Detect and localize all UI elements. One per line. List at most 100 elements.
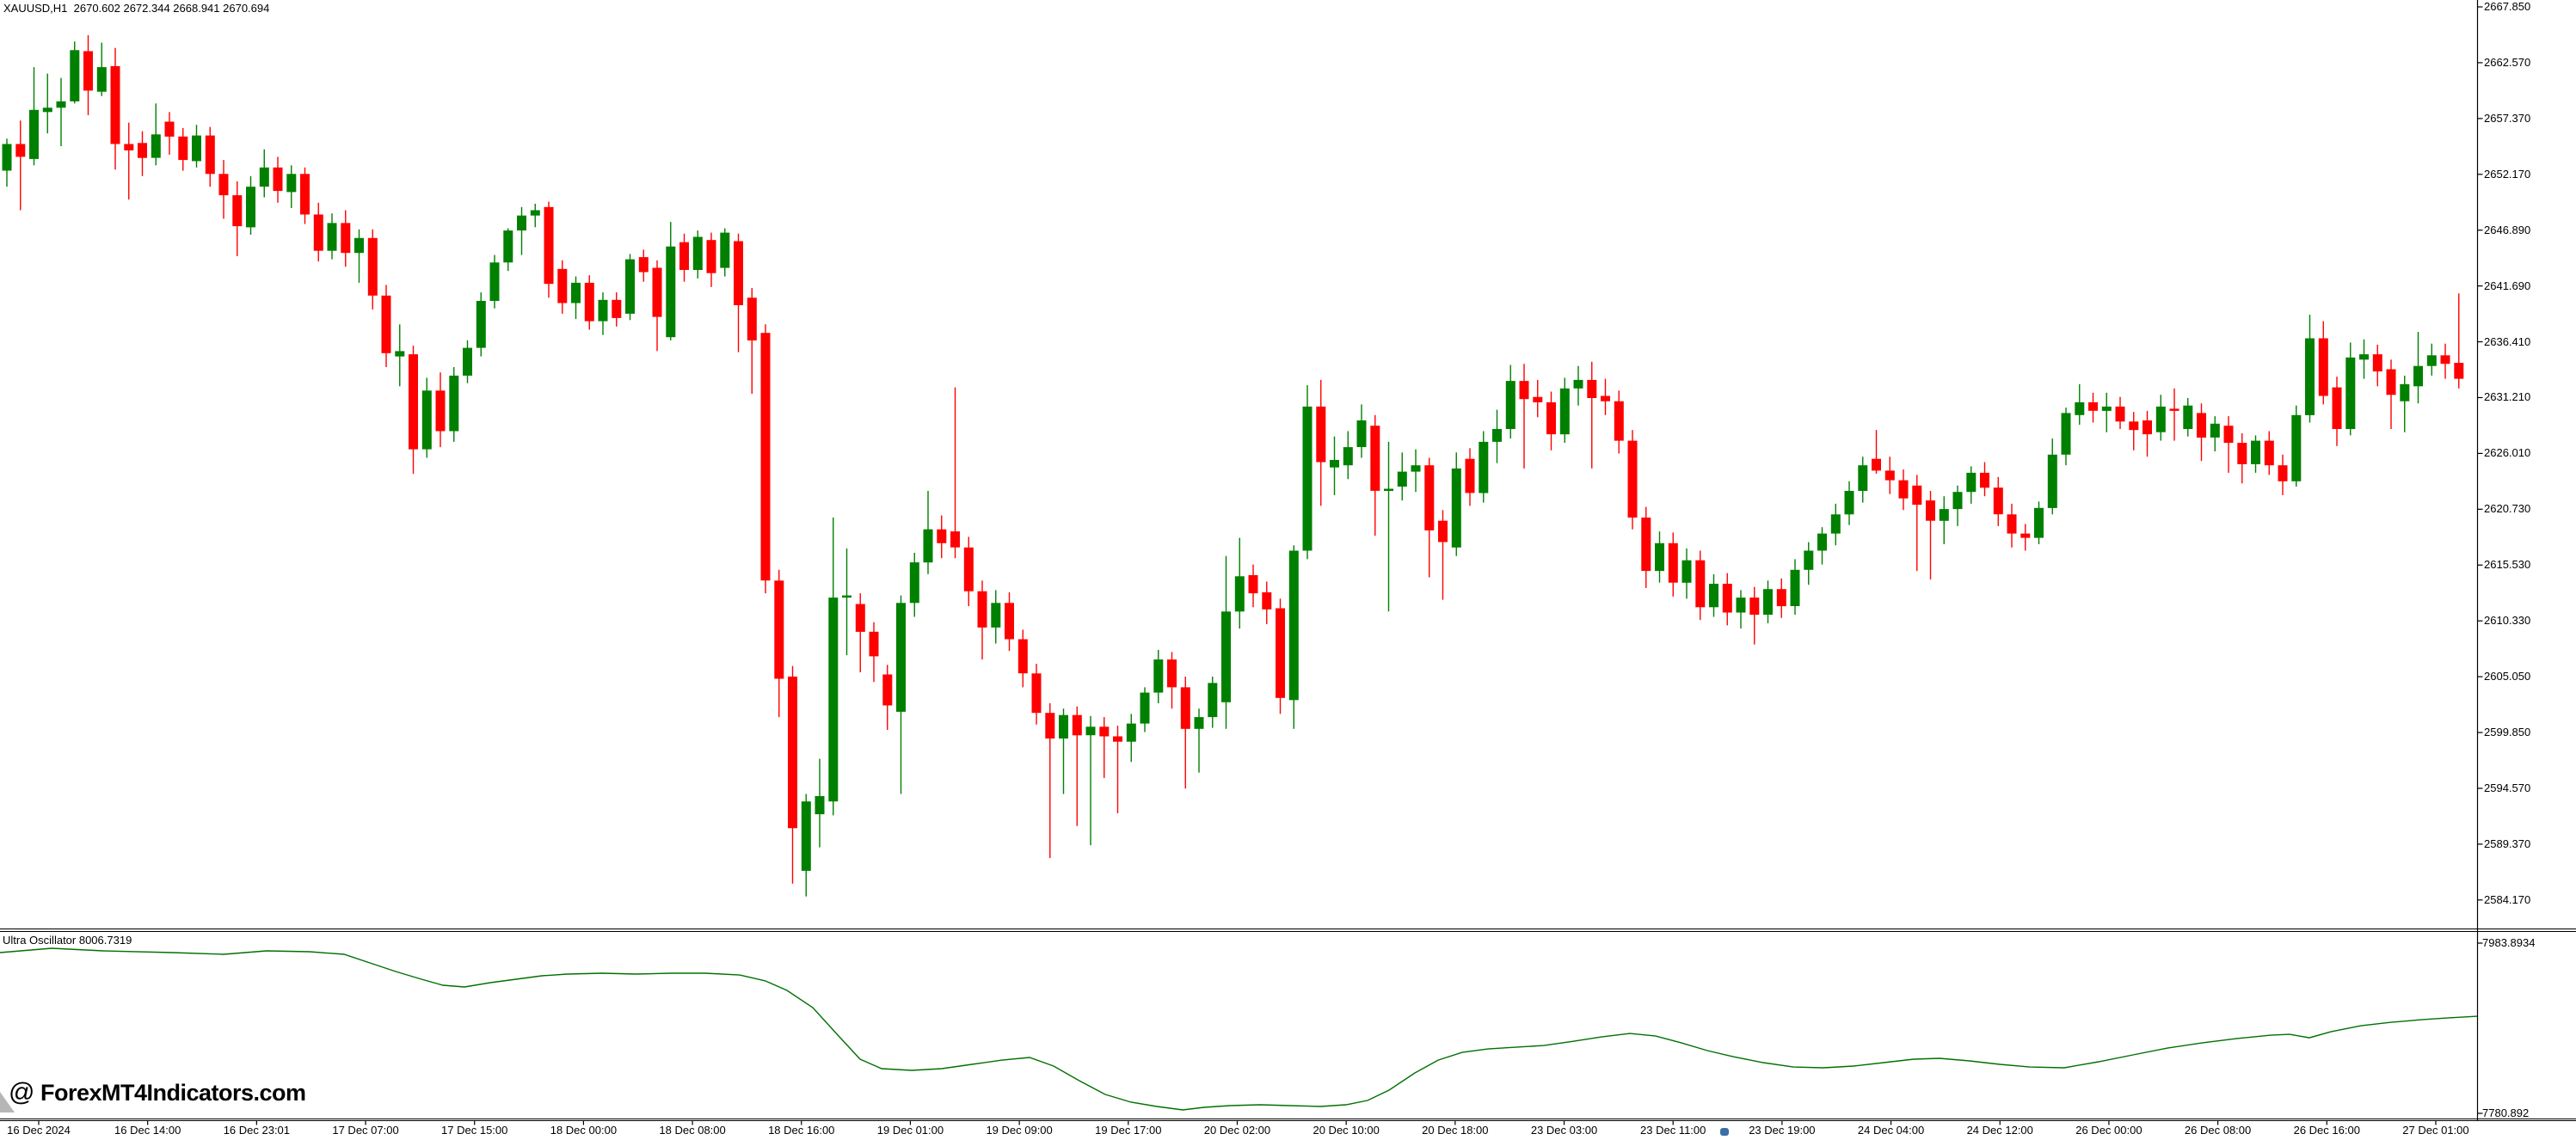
candle-body: [2020, 533, 2031, 538]
candle-body: [1479, 441, 1489, 493]
candle-body: [923, 529, 933, 563]
candle-body: [192, 135, 201, 162]
candle-body: [774, 580, 784, 679]
watermark-brand: ForexMT4Indicators.com: [34, 1080, 306, 1106]
candle-body: [2143, 420, 2152, 435]
price-axis-label: 2631.210: [2484, 390, 2531, 404]
candle-body: [2251, 440, 2260, 464]
candle-body: [788, 677, 797, 829]
candle-body: [557, 268, 568, 303]
candle-body: [1722, 584, 1732, 613]
candle-body: [2426, 355, 2437, 366]
candle-body: [517, 215, 526, 231]
candle-body: [2237, 443, 2247, 464]
candle-body: [1276, 608, 1285, 698]
candle-body: [2345, 357, 2356, 429]
candle-body: [1533, 396, 1543, 402]
candle-body: [2291, 414, 2302, 481]
candle-body: [2223, 426, 2234, 444]
candle-body: [2440, 355, 2450, 365]
candle-body: [1059, 714, 1068, 739]
time-axis-label: 20 Dec 02:00: [1203, 1124, 1271, 1137]
candle-body: [1966, 472, 1977, 493]
candle-body: [124, 144, 134, 150]
candle-body: [2101, 406, 2112, 411]
time-axis-label: 19 Dec 01:00: [876, 1124, 944, 1137]
candle-body: [720, 232, 730, 268]
candle-body: [1587, 379, 1597, 398]
time-axis-label: 17 Dec 15:00: [441, 1124, 508, 1137]
candle-body: [138, 143, 147, 158]
candle-body: [815, 796, 825, 815]
candle-body: [300, 174, 310, 215]
price-axis-label: 2584.170: [2484, 892, 2531, 906]
candle-body: [489, 262, 500, 301]
candle-body: [1505, 381, 1515, 429]
candle-body: [1330, 460, 1339, 468]
candle-body: [259, 167, 269, 187]
candle-body: [232, 195, 243, 227]
candle-body: [2332, 387, 2342, 429]
price-axis-label: 2589.370: [2484, 837, 2531, 850]
candle-body: [1208, 683, 1218, 718]
candle-body: [2007, 514, 2017, 534]
candle-body: [178, 136, 188, 161]
candle-body: [760, 333, 771, 581]
candle-body: [1763, 589, 1773, 615]
price-axis-label: 2667.850: [2484, 0, 2531, 13]
time-axis-label: 19 Dec 17:00: [1095, 1124, 1162, 1137]
candle-body: [1411, 465, 1421, 472]
candle-body: [15, 144, 26, 157]
candle-body: [1492, 429, 1502, 442]
scroll-corner-triangle-icon: [0, 1092, 15, 1112]
candle-body: [1194, 717, 1204, 729]
oscillator-line: [0, 947, 2478, 1111]
price-axis-label: 2641.690: [2484, 279, 2531, 292]
candle-body: [395, 351, 405, 357]
candle-body: [1627, 440, 1638, 518]
candle-body: [2075, 401, 2085, 415]
time-axis-label: 18 Dec 00:00: [550, 1124, 618, 1137]
candle-body: [2278, 465, 2288, 481]
candle-body: [1641, 518, 1651, 572]
candle-body: [435, 390, 446, 432]
candle-body: [1316, 406, 1326, 463]
candle-body: [2400, 383, 2410, 401]
price-axis-label: 2657.370: [2484, 111, 2531, 125]
candle-body: [638, 257, 649, 273]
candle-body: [1438, 520, 1448, 542]
time-axis-label: 18 Dec 16:00: [768, 1124, 835, 1137]
candle-body: [1898, 480, 1909, 499]
candle-body: [2129, 421, 2139, 431]
candle-body: [42, 107, 52, 113]
time-axis-scroll-marker-icon: [1720, 1128, 1729, 1136]
candle-body: [1709, 584, 1718, 608]
candle-body: [1180, 687, 1190, 729]
time-axis-label: 23 Dec 03:00: [1530, 1124, 1598, 1137]
candle-body: [855, 604, 865, 632]
candle-body: [1343, 447, 1353, 466]
time-axis-label: 26 Dec 16:00: [2293, 1124, 2360, 1137]
candle-body: [1099, 726, 1110, 737]
candle-body: [1546, 401, 1556, 435]
candle-body: [1668, 542, 1678, 583]
time-axis-label: 20 Dec 10:00: [1313, 1124, 1380, 1137]
candle-body: [205, 135, 215, 175]
candle-body: [869, 631, 879, 657]
candle-body: [2, 144, 12, 171]
candle-body: [2210, 423, 2220, 438]
candle-body: [652, 267, 662, 317]
candle-body: [598, 299, 608, 322]
price-axis-label: 2620.730: [2484, 502, 2531, 516]
candle-body: [842, 595, 851, 598]
candle-body: [2115, 406, 2125, 422]
candle-body: [544, 206, 554, 285]
indicator-name-value-label: Ultra Oscillator 8006.7319: [3, 934, 132, 947]
candle-body: [963, 547, 974, 591]
price-axis-label: 2626.010: [2484, 446, 2531, 460]
time-axis-label: 18 Dec 08:00: [659, 1124, 726, 1137]
candle-body: [1017, 639, 1028, 674]
oscillator-min-label: 7780.892: [2482, 1106, 2530, 1119]
